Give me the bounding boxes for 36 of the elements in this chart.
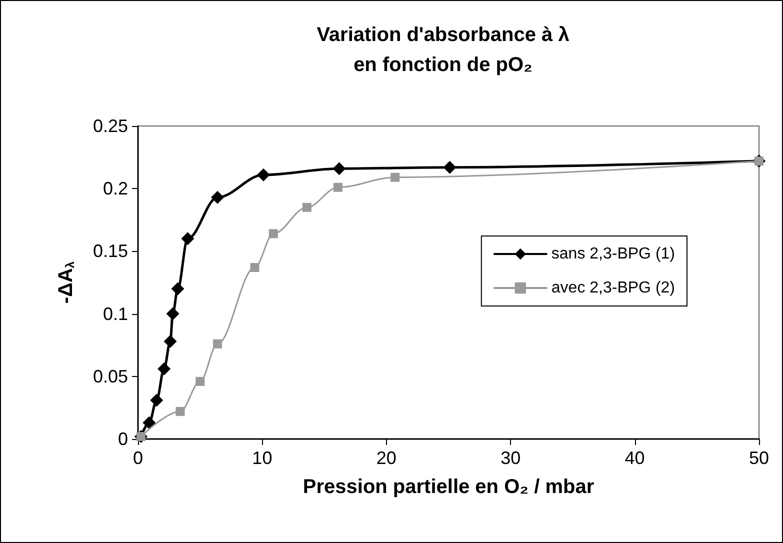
point	[302, 202, 312, 212]
point	[256, 168, 270, 182]
x-tick-label: 0	[132, 448, 144, 468]
point	[171, 282, 184, 296]
y-tick-label: 0	[118, 429, 128, 449]
point	[390, 172, 400, 182]
x-axis-title: Pression partielle en O₂ / mbar	[302, 476, 594, 498]
x-tick-label: 20	[376, 448, 396, 468]
point	[443, 160, 456, 174]
legend-label: avec 2,3-BPG (2)	[551, 280, 676, 296]
point	[332, 162, 346, 176]
y-tick-label: 0.2	[102, 178, 128, 199]
y-tick-label: 0.15	[92, 241, 128, 262]
point	[166, 307, 180, 320]
x-tick-label: 40	[624, 448, 645, 468]
point	[142, 416, 156, 430]
point	[158, 362, 171, 376]
legend-label: sans 2,3-BPG (1)	[551, 246, 676, 262]
y-tick-label: 0.1	[102, 304, 128, 324]
point	[333, 182, 342, 192]
point	[164, 334, 177, 348]
point	[212, 339, 222, 348]
y-axis-title: -ΔAλ	[55, 261, 77, 304]
point	[250, 262, 260, 272]
point	[176, 406, 185, 416]
chart-title: Variation d'absorbance à λ en fonction de pO₂	[316, 24, 570, 76]
point	[150, 394, 164, 407]
x-tick-label: 50	[748, 448, 770, 468]
y-tick-label: 0.25	[92, 116, 128, 136]
y-tick-label: 0.05	[92, 366, 128, 386]
point	[210, 190, 224, 204]
point	[181, 232, 194, 246]
point	[196, 376, 205, 386]
x-tick-label: 10	[252, 448, 272, 468]
x-tick-label: 30	[500, 448, 521, 468]
point	[268, 229, 278, 238]
